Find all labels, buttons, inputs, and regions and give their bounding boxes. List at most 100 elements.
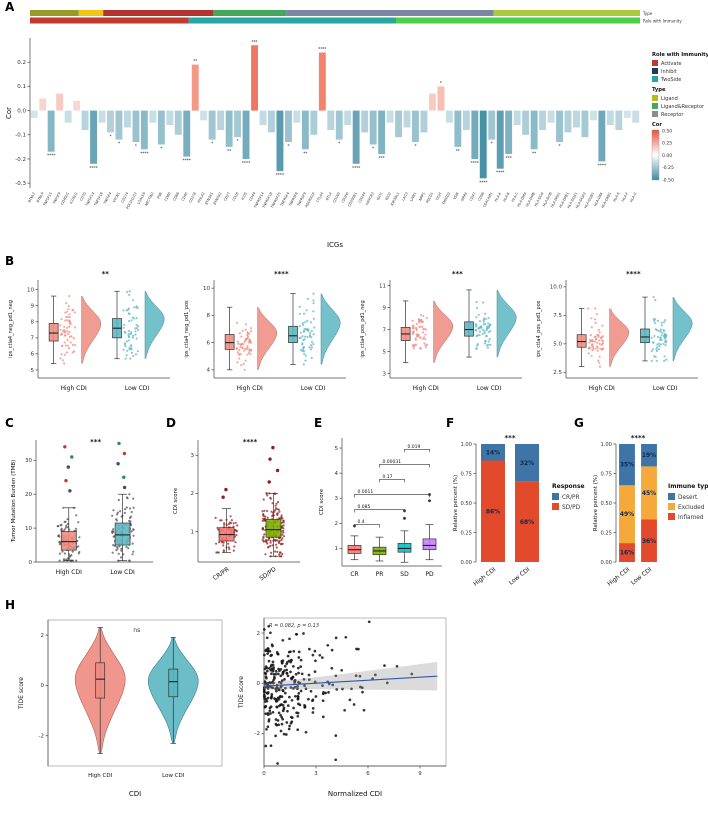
panel-a-correlation-barchart: Type Role with Immunity 0.2 0.1 0.0 -0.1 -0.2 -… [5, 10, 708, 249]
half-violin [257, 306, 278, 371]
jitter-point [305, 309, 308, 312]
jitter-point [478, 334, 481, 337]
annotation-strip-segment [188, 17, 396, 24]
legend-swatch [652, 95, 658, 101]
annotation-strip-segment [286, 10, 494, 16]
y-tick-label: 10 [27, 287, 34, 293]
jitter-point [597, 359, 600, 362]
x-tick-label: High CDI [60, 385, 87, 392]
jitter-point [64, 334, 67, 337]
cor-bar [157, 110, 165, 145]
jitter-point [474, 323, 477, 326]
scatter-point [352, 703, 356, 706]
y-axis-title: ips_ctla4_neg_pd1_pos [184, 300, 190, 358]
jitter-point [653, 355, 656, 358]
jitter-point [312, 299, 315, 302]
jitter-point [134, 353, 138, 356]
significance-stars: **** [479, 180, 487, 185]
jitter-point [66, 326, 69, 329]
significance-stars: ** [532, 151, 536, 156]
jitter-point [593, 318, 597, 321]
scatter-point [289, 670, 292, 674]
outlier-point [68, 489, 72, 493]
scatter-point [274, 722, 278, 726]
significance-stars: * [237, 139, 239, 144]
pvalue-label: 0.00031 [383, 459, 402, 465]
scatter-point [272, 666, 275, 669]
jitter-point [126, 291, 129, 294]
y-tick-label: 30 [25, 458, 32, 464]
y-axis-title: CDI score [173, 487, 179, 514]
scatter-point [299, 658, 303, 662]
scatter-point [302, 632, 305, 635]
jitter-point [128, 312, 131, 316]
scatter-point [268, 709, 272, 713]
jitter-point [234, 541, 237, 544]
gene-tick-label: HLA-B [502, 191, 511, 202]
y-tick-label: 1.00 [600, 442, 612, 448]
x-tick-label: Low CDI [653, 385, 678, 392]
significance-stars: * [109, 134, 111, 139]
jitter-point [75, 527, 78, 530]
jitter-point [262, 513, 265, 516]
jitter-point [654, 299, 657, 302]
jitter-point [480, 325, 483, 328]
x-tick-label: SD/PD [258, 566, 278, 583]
jitter-point [61, 359, 64, 362]
significance-stars: * [287, 144, 289, 149]
scatter-point [350, 687, 353, 691]
scatter-point [264, 682, 268, 685]
jitter-point [662, 342, 665, 345]
panel-label-f: F [446, 416, 455, 430]
legend-swatch [652, 111, 658, 117]
jitter-point [64, 311, 67, 314]
jitter-point [133, 317, 136, 320]
cor-bar [285, 110, 292, 143]
scatter-point [292, 706, 295, 710]
jitter-point [475, 307, 479, 310]
scatter-point [311, 653, 315, 657]
jitter-point [127, 333, 130, 336]
jitter-point [487, 316, 490, 320]
gene-tick-label: HAVCR2 [365, 192, 375, 206]
significance-stars: **** [276, 173, 284, 178]
stacked-segment [619, 543, 635, 562]
scatter-point [314, 695, 318, 698]
jitter-point [419, 325, 422, 328]
jitter-point [594, 347, 597, 350]
jitter-point [664, 344, 667, 347]
outlier-point [64, 478, 68, 483]
jitter-point [302, 363, 305, 366]
jitter-point [117, 498, 120, 502]
scatter-point [269, 631, 272, 635]
jitter-point [303, 312, 306, 315]
jitter-point [247, 351, 251, 354]
jitter-point [483, 332, 486, 335]
scatter-point [302, 677, 306, 681]
significance-stars: ** [303, 151, 307, 156]
jitter-point [302, 329, 306, 332]
jitter-point [650, 350, 653, 353]
cor-bar [623, 110, 631, 118]
scatter-point [303, 703, 306, 707]
jitter-point [303, 338, 306, 341]
y-tick-label: 2.5 [553, 370, 562, 376]
legend-title: Cor [652, 122, 662, 128]
scatter-point [274, 687, 277, 691]
y-tick-label: 20 [25, 492, 32, 498]
jitter-point [125, 354, 128, 357]
jitter-point [590, 354, 593, 357]
cor-bar [361, 110, 369, 133]
jitter-point [78, 550, 81, 554]
jitter-point [487, 322, 490, 325]
jitter-point [412, 347, 415, 350]
jitter-point [309, 344, 313, 347]
jitter-point [282, 527, 285, 530]
significance-stars: *** [378, 156, 384, 161]
jitter-point [77, 545, 80, 548]
jitter-point [63, 528, 66, 531]
gene-tick-label: TMIGD2 [441, 192, 451, 207]
jitter-point [67, 305, 70, 308]
y-tick-label: 1 [335, 546, 339, 552]
jitter-point [227, 546, 230, 549]
